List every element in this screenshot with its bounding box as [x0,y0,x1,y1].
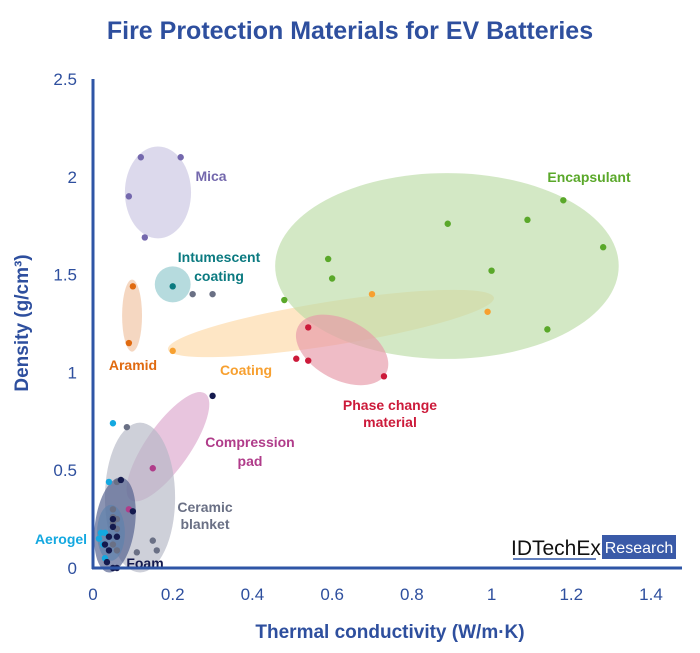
phase-change-material-label: Phase change [343,397,437,413]
aramid-point [129,283,137,290]
coating-point [169,347,176,355]
encapsulant-point [560,197,567,204]
aerogel-point [105,478,113,486]
foam-point [109,515,117,523]
logo-text: IDTechEx [511,537,601,560]
encapsulant-point [544,326,551,333]
aerogel-point [101,529,109,536]
mica-point [141,234,149,241]
aramid-point [125,339,133,347]
coating-point [368,290,376,298]
encapsulant-point [599,244,607,251]
x-tick-label: 1.4 [639,585,663,604]
ceramic-blanket-point [209,290,216,298]
coating-label: Coating [220,362,272,378]
ceramic-blanket-point [133,549,141,556]
foam-point [113,533,121,540]
aramid-region [122,279,143,352]
ceramic-blanket-point [153,547,160,554]
aerogel-point [109,420,117,427]
encapsulant-point [488,267,495,274]
ceramic-blanket-point [109,541,117,548]
x-tick-label: 1 [487,585,496,604]
foam-point [117,476,125,484]
mica-region [124,146,192,239]
phase-change-material-region [295,314,389,386]
intumescent-coating-label: Intumescent [178,249,261,265]
x-tick-label: 0.8 [400,585,424,604]
ceramic-blanket-label: blanket [180,516,229,532]
intumescent-coating-point [169,283,176,290]
foam-point [209,392,216,400]
encapsulant-point [444,220,451,227]
ceramic-blanket-point [189,290,196,298]
y-tick-label: 1.5 [53,266,77,285]
encapsulant-point [324,255,332,263]
encapsulant-point [524,216,531,224]
mica-point [125,193,133,200]
mica-point [177,154,184,161]
ceramic-blanket-point [113,547,121,554]
ceramic-blanket-point [123,423,131,431]
encapsulant-point [328,275,336,282]
y-tick-label: 2.5 [53,70,77,89]
x-tick-label: 0.4 [241,585,265,604]
aramid-label: Aramid [109,357,157,373]
coating-point [484,308,491,315]
x-tick-label: 1.2 [559,585,583,604]
foam-point [109,523,117,531]
chart-title: Fire Protection Materials for EV Batteri… [107,17,593,45]
compression-pad-label: pad [238,453,263,469]
foam-point [103,558,111,566]
mica-point [137,154,145,161]
x-tick-label: 0.2 [161,585,185,604]
encapsulant-label: Encapsulant [547,169,631,185]
y-tick-label: 0 [68,559,77,578]
foam-point [105,547,113,554]
foam-point [129,508,137,515]
phase-change-material-point [305,357,312,364]
compression-pad-label: Compression [205,434,294,450]
idtechex-logo: IDTechEx Research [511,535,676,560]
encapsulant-region [275,173,619,359]
x-axis-label: Thermal conductivity (W/m·K) [255,622,524,643]
foam-point [105,533,113,540]
phase-change-material-label: material [363,414,417,430]
compression-pad-point [149,465,156,472]
phase-change-material-point [305,324,312,331]
y-tick-label: 1 [68,363,77,382]
aerogel-point [95,535,103,542]
ceramic-blanket-point [109,506,117,513]
y-tick-label: 2 [68,168,77,187]
y-tick-label: 0.5 [53,461,77,480]
encapsulant-point [281,296,288,304]
phase-change-material-point [293,355,300,362]
x-tick-label: 0.6 [320,585,344,604]
intumescent-coating-label: coating [194,268,244,284]
y-axis-label: Density (g/cm³) [12,254,33,391]
ceramic-blanket-label: Ceramic [177,499,232,515]
mica-label: Mica [195,168,226,184]
x-tick-label: 0 [88,585,97,604]
logo-badge: Research [605,540,673,557]
aerogel-label: Aerogel [35,531,87,547]
phase-change-material-point [380,373,388,380]
foam-point [101,541,109,548]
ceramic-blanket-point [149,537,156,544]
